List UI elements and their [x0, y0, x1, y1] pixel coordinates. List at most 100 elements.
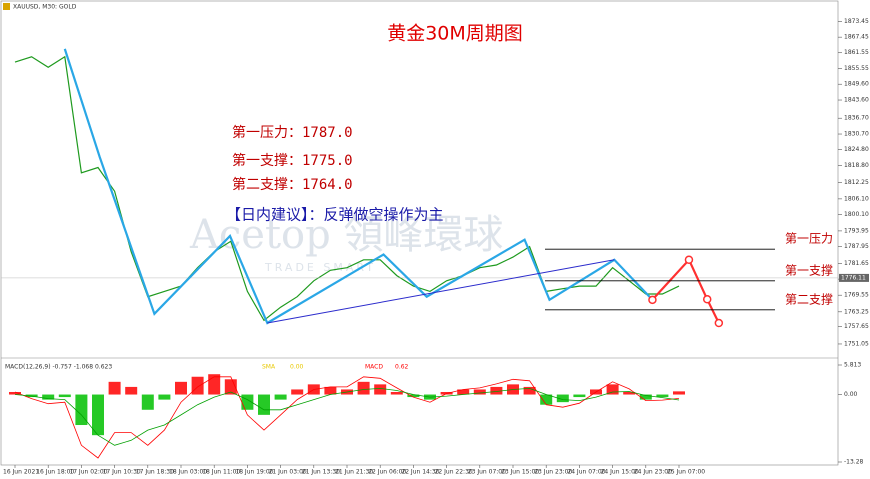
y-tick-label: 1855.55: [844, 65, 869, 72]
x-tick-label: 22 Jun 06:00: [368, 469, 406, 476]
macd-bar: [523, 386, 536, 395]
macd-bar: [473, 389, 486, 395]
y-tick-label: 1751.05: [844, 340, 869, 347]
macd-line: [14, 387, 680, 446]
x-tick-label: 23 Jun 15:00: [501, 469, 539, 476]
macd-bar: [141, 394, 154, 410]
symbol-label: XAUUSD, M30: GOLD: [13, 4, 77, 11]
trendline: [267, 259, 615, 324]
macd-bar: [125, 386, 138, 395]
macd-bar: [556, 394, 569, 403]
x-tick-label: 18 Jun 11:00: [202, 469, 240, 476]
x-tick-label: 24 Jun 15:00: [601, 469, 639, 476]
macd-bar: [58, 394, 71, 398]
y-tick-label: 0.00: [844, 391, 858, 398]
y-tick-label: 1873.45: [844, 18, 869, 25]
x-tick-label: 21 Jun 13:30: [302, 469, 340, 476]
x-tick-label: 17 Jun 10:30: [103, 469, 141, 476]
annotation: 第二支撑：1764.0: [232, 176, 353, 193]
macd-bar: [639, 394, 652, 400]
projection: [651, 257, 720, 324]
macd-bar: [175, 381, 187, 395]
x-tick-label: 21 Jun 21:30: [335, 469, 373, 476]
macd-bar: [490, 386, 503, 395]
macd-extra-label: SMA: [262, 364, 276, 371]
level-label: 第一支撑: [785, 262, 833, 277]
macd-bar: [191, 376, 204, 395]
macd-bar: [407, 394, 420, 398]
macd-bar: [673, 391, 685, 395]
annotation: 第一支撑：1775.0: [232, 152, 353, 169]
level-label: 第二支撑: [785, 291, 833, 306]
macd-bar: [258, 394, 270, 415]
x-tick-label: 22 Jun 14:30: [401, 469, 439, 476]
macd-bar: [42, 394, 55, 400]
macd-bar: [374, 384, 387, 395]
macd-bar: [291, 389, 304, 395]
y-tick-label: 1812.25: [844, 179, 869, 186]
macd-bar: [606, 384, 619, 395]
x-tick-label: 23 Jun 07:00: [468, 469, 506, 476]
macd-bar: [656, 394, 669, 398]
y-tick-label: 1757.65: [844, 323, 869, 330]
last-price-box: [839, 273, 869, 282]
level-label: 第一压力: [785, 232, 833, 246]
plot-frame: [0, 0, 839, 466]
macd-bar: [573, 394, 586, 398]
macd-bar: [274, 394, 287, 400]
x-tick-label: 17 Jun 02:00: [69, 469, 107, 476]
y-tick-label: 5.813: [844, 362, 861, 369]
x-tick-label: 17 Jun 18:30: [136, 469, 174, 476]
projection-point: [648, 295, 657, 305]
y-tick-label: 1830.70: [844, 131, 869, 138]
watermark-sub: TRADE SMART: [264, 261, 376, 274]
last-price-label: 1776.11: [841, 274, 866, 281]
chart-title: 黄金30M周期图: [387, 23, 523, 45]
macd-bar: [158, 394, 171, 400]
y-tick-label: 1818.80: [844, 162, 869, 169]
advice: 【日内建议】：反弹做空操作为主: [226, 206, 444, 224]
y-tick-label: -13.28: [844, 459, 864, 466]
macd-bar: [540, 394, 553, 405]
macd-bar: [324, 386, 337, 395]
y-tick-label: 1824.80: [844, 146, 869, 153]
symbol-icon: [3, 3, 10, 10]
y-tick-label: 1806.10: [844, 195, 869, 202]
y-tick-label: 1867.45: [844, 34, 869, 41]
macd-extra-label: 0.62: [395, 364, 409, 371]
y-tick-label: 1861.55: [844, 49, 869, 56]
zigzag: [63, 48, 654, 325]
macd-bar: [9, 391, 21, 395]
y-tick-label: 1843.60: [844, 97, 869, 104]
x-tick-label: 22 Jun 22:30: [435, 469, 473, 476]
annotation: 第一压力：1787.0: [232, 124, 353, 141]
x-tick-label: 18 Jun 19:00: [235, 469, 273, 476]
x-tick-label: 24 Jun 23:00: [634, 469, 672, 476]
macd-bar: [75, 394, 88, 426]
macd-bar: [357, 381, 370, 395]
y-tick-label: 1769.55: [844, 292, 869, 299]
x-tick-label: 24 Jun 07:00: [567, 469, 605, 476]
projection-point: [684, 255, 694, 265]
macd-extra-label: 0.00: [290, 364, 304, 371]
x-tick-label: 16 Jun 2021: [3, 469, 39, 476]
x-tick-label: 25 Jun 07:00: [667, 469, 705, 476]
x-tick-label: 21 Jun 03:00: [269, 469, 307, 476]
macd-bar: [623, 391, 636, 395]
y-tick-label: 1781.65: [844, 260, 869, 267]
projection-point: [702, 295, 712, 304]
x-tick-label: 18 Jun 03:00: [169, 469, 207, 476]
macd-bar: [208, 374, 221, 395]
y-tick-label: 1793.95: [844, 227, 869, 234]
y-tick-label: 1836.70: [844, 115, 869, 122]
macd-extra-label: MACD: [365, 364, 383, 371]
y-tick-label: 1763.25: [844, 308, 869, 315]
macd-bar: [92, 394, 104, 436]
projection-point: [714, 318, 724, 328]
macd-bar: [457, 389, 470, 395]
macd-label: MACD(12,26,9) -0.757 -1.068 0.623: [5, 364, 112, 371]
y-tick-label: 1787.95: [844, 243, 869, 250]
watermark: Acetop 領峰環球: [189, 212, 503, 258]
x-tick-label: 23 Jun 23:00: [534, 469, 572, 476]
